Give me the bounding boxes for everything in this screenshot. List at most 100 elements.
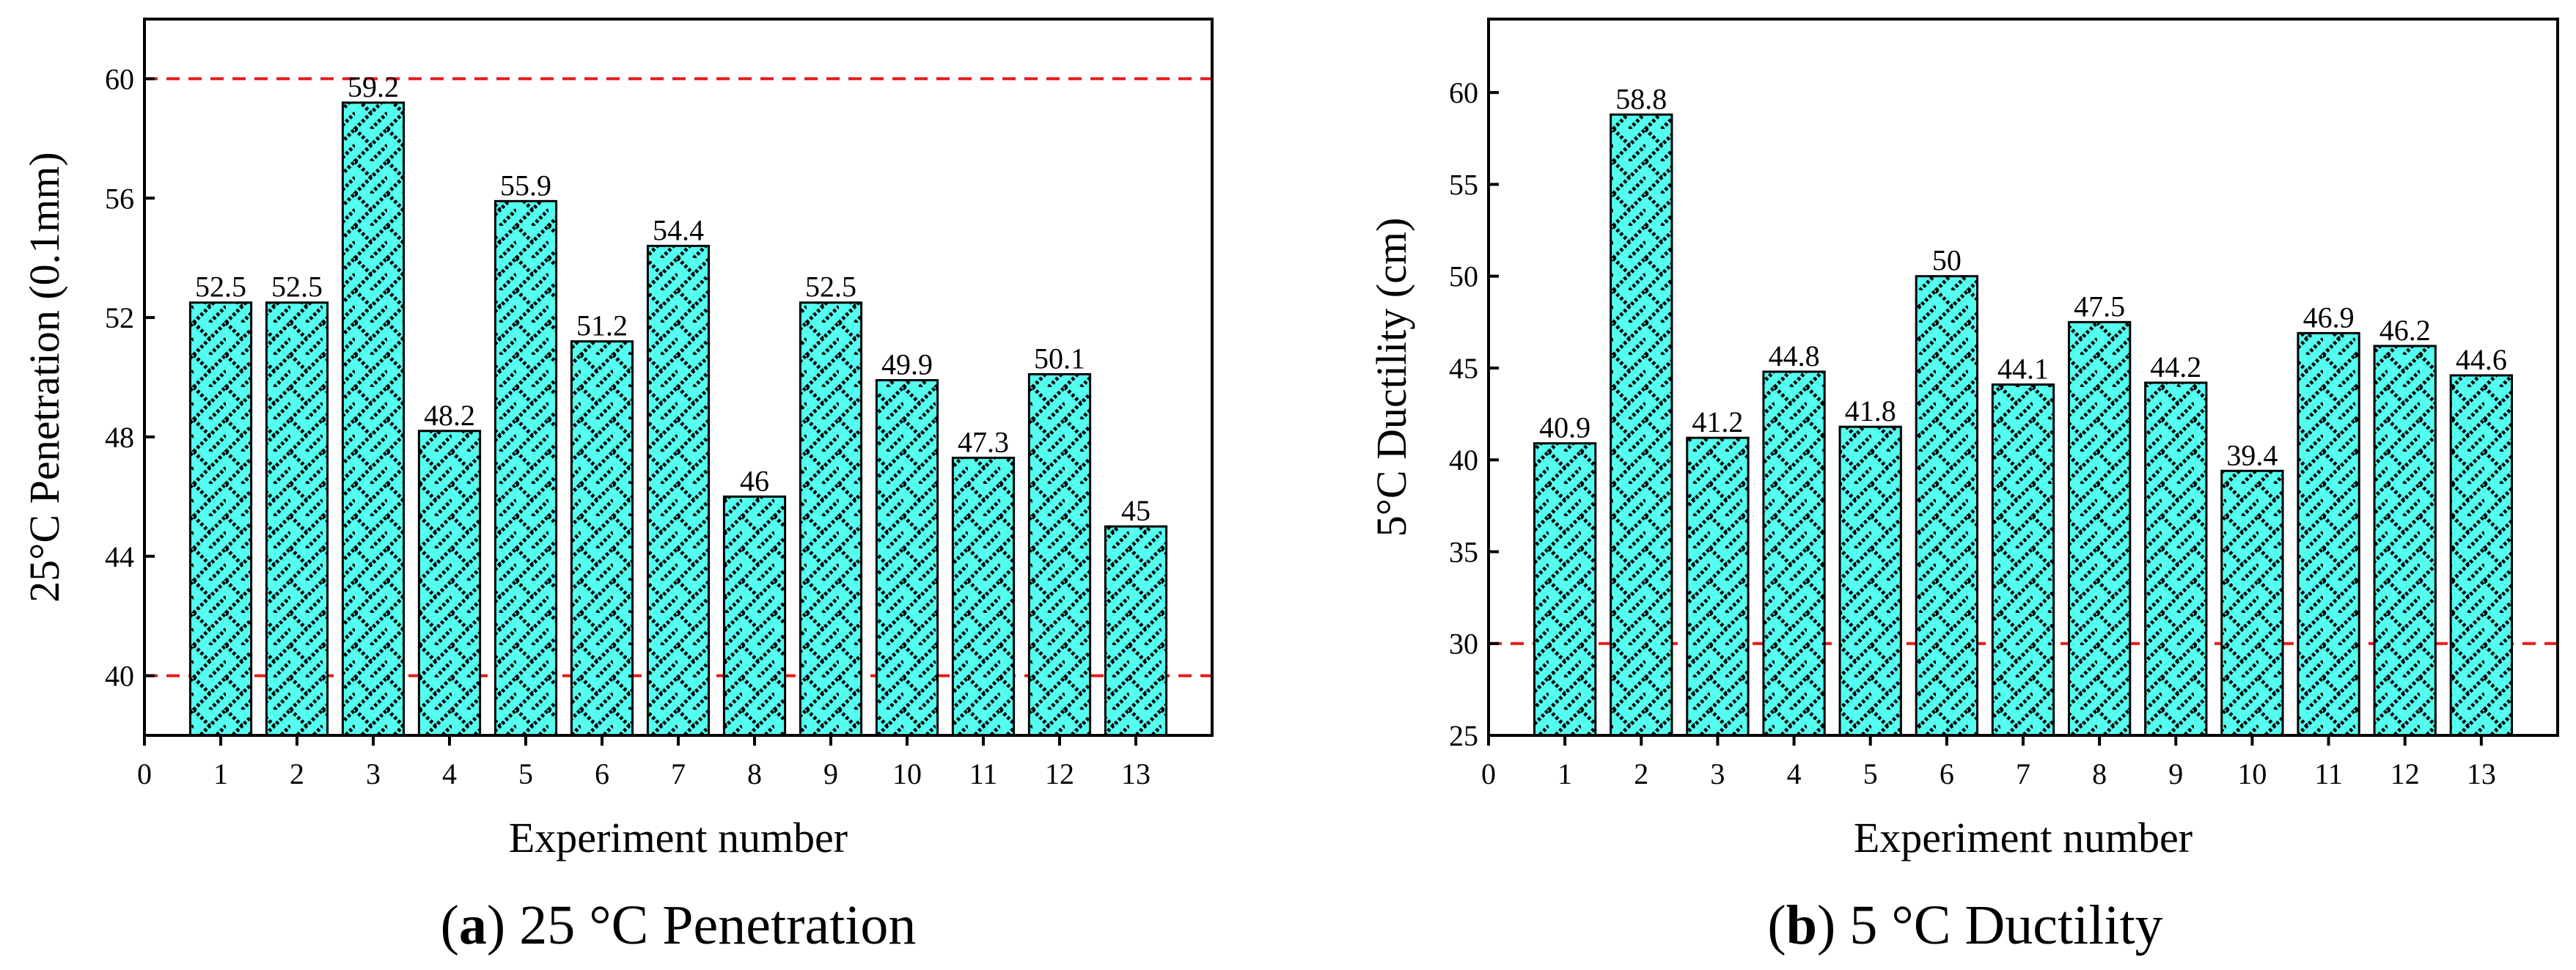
value-label-12: 50.1 xyxy=(1034,342,1085,375)
x-tick-label: 10 xyxy=(892,757,922,790)
bar-3 xyxy=(341,101,406,737)
bar-4 xyxy=(1762,370,1826,737)
y-axis-title: 5°C Ductility (cm) xyxy=(1368,218,1415,537)
x-tick-label: 1 xyxy=(1557,757,1572,790)
value-label-8: 47.5 xyxy=(2074,290,2125,323)
x-tick-label: 9 xyxy=(2168,757,2183,790)
x-tick-label: 12 xyxy=(2390,757,2420,790)
y-tick-label: 60 xyxy=(105,62,134,95)
value-label-4: 44.8 xyxy=(1769,339,1820,372)
x-axis-title: Experiment number xyxy=(1854,814,2192,861)
y-tick-label: 40 xyxy=(105,660,134,693)
x-tick-label: 3 xyxy=(1710,757,1725,790)
value-label-10: 49.9 xyxy=(881,348,933,381)
bar-10 xyxy=(2220,469,2284,737)
panel-caption: (a) 25 °C Penetration xyxy=(441,894,917,956)
y-tick-label: 44 xyxy=(105,540,134,573)
x-tick-label: 12 xyxy=(1045,757,1074,790)
value-label-3: 59.2 xyxy=(348,70,399,103)
x-tick-label: 5 xyxy=(518,757,533,790)
panel-caption: (b) 5 °C Ductility xyxy=(1767,894,2162,956)
bars xyxy=(1533,113,2514,737)
value-label-6: 51.2 xyxy=(576,309,628,342)
x-tick-label: 0 xyxy=(1481,757,1496,790)
x-tick-label: 6 xyxy=(1940,757,1954,790)
y-axis-title: 25°C Penetration (0.1mm) xyxy=(21,152,68,602)
value-label-4: 48.2 xyxy=(424,399,475,432)
y-tick-label: 35 xyxy=(1449,535,1478,568)
x-tick-label: 8 xyxy=(2092,757,2107,790)
x-tick-label: 8 xyxy=(747,757,762,790)
bar-6 xyxy=(570,340,634,737)
bar-13 xyxy=(2449,374,2514,737)
bar-5 xyxy=(493,199,558,737)
y-axis: 40 44 48 52 56 60 xyxy=(105,62,155,693)
caption-letter: b xyxy=(1786,894,1817,956)
x-tick-label: 6 xyxy=(595,757,609,790)
bar-11 xyxy=(951,456,1016,737)
bar-13 xyxy=(1104,525,1168,737)
value-label-5: 41.8 xyxy=(1845,394,1896,427)
value-label-10: 39.4 xyxy=(2226,438,2278,471)
value-label-1: 40.9 xyxy=(1539,411,1590,444)
bar-6 xyxy=(1915,275,1979,737)
x-tick-label: 2 xyxy=(290,757,304,790)
value-label-2: 58.8 xyxy=(1615,82,1667,115)
x-axis-title: Experiment number xyxy=(509,814,848,861)
y-tick-label: 52 xyxy=(105,301,134,334)
value-label-11: 46.9 xyxy=(2303,301,2355,334)
value-label-8: 46 xyxy=(740,464,769,497)
bar-3 xyxy=(1686,436,1750,737)
value-label-6: 50 xyxy=(1932,244,1962,277)
value-label-5: 55.9 xyxy=(500,169,551,202)
value-label-11: 47.3 xyxy=(958,425,1009,458)
bar-11 xyxy=(2297,331,2360,737)
x-tick-label: 2 xyxy=(1634,757,1648,790)
bar-7 xyxy=(1991,383,2055,737)
x-tick-label: 7 xyxy=(2016,757,2030,790)
value-labels: 52.5 52.5 59.2 48.2 55.9 51.2 54.4 46 52.5 49.9 47… xyxy=(195,70,1151,527)
value-labels: 40.9 58.8 41.2 44.8 41.8 50 44.1 47.5 44.2 39.4 46… xyxy=(1539,82,2507,471)
bar-1 xyxy=(1533,442,1597,737)
x-tick-label: 11 xyxy=(2314,757,2343,790)
bar-12 xyxy=(1027,372,1092,737)
x-tick-label: 4 xyxy=(442,757,457,790)
chart-b: 40.958.841.244.841.85044.147.544.239.446… xyxy=(1368,18,2559,956)
bar-10 xyxy=(875,379,939,737)
value-label-12: 46.2 xyxy=(2379,314,2431,347)
y-tick-label: 25 xyxy=(1449,719,1478,752)
bar-8 xyxy=(722,495,787,737)
chart-a: 52.5 52.559.248.255.951.254.44652.549.947… xyxy=(21,18,1214,956)
x-tick-label: 10 xyxy=(2237,757,2267,790)
y-axis: 25 30 35 40 45 50 55 60 xyxy=(1449,76,1499,752)
bar-12 xyxy=(2373,345,2437,737)
bar-2 xyxy=(1610,113,1673,737)
x-axis: 0 1 2 3 4 5 6 7 8 9 10 11 12 13 xyxy=(1481,735,2496,790)
value-label-13: 45 xyxy=(1121,494,1151,527)
caption-letter: a xyxy=(459,894,487,956)
x-tick-label: 1 xyxy=(213,757,228,790)
x-tick-label: 13 xyxy=(2467,757,2496,790)
x-tick-label: 9 xyxy=(823,757,838,790)
value-label-3: 41.2 xyxy=(1692,405,1743,438)
y-tick-label: 55 xyxy=(1449,168,1478,201)
bar-7 xyxy=(646,244,711,737)
bar-1 xyxy=(188,301,253,737)
x-axis: 0 1 2 3 4 5 6 7 8 9 10 11 12 13 xyxy=(137,735,1151,790)
x-tick-label: 11 xyxy=(969,757,998,790)
y-tick-label: 45 xyxy=(1449,352,1478,385)
y-tick-label: 30 xyxy=(1449,628,1478,661)
x-tick-label: 13 xyxy=(1121,757,1151,790)
caption-label: 5 °C Ductility xyxy=(1849,894,2162,956)
bar-4 xyxy=(417,430,482,737)
caption-label: 25 °C Penetration xyxy=(519,894,916,956)
bar-9 xyxy=(799,301,863,737)
x-tick-label: 4 xyxy=(1787,757,1802,790)
bars xyxy=(188,101,1168,737)
x-tick-label: 0 xyxy=(137,757,152,790)
value-label-1: 52.5 xyxy=(195,271,246,304)
value-label-7: 54.4 xyxy=(653,213,704,246)
y-tick-label: 60 xyxy=(1449,76,1478,109)
bar-8 xyxy=(2067,320,2132,737)
